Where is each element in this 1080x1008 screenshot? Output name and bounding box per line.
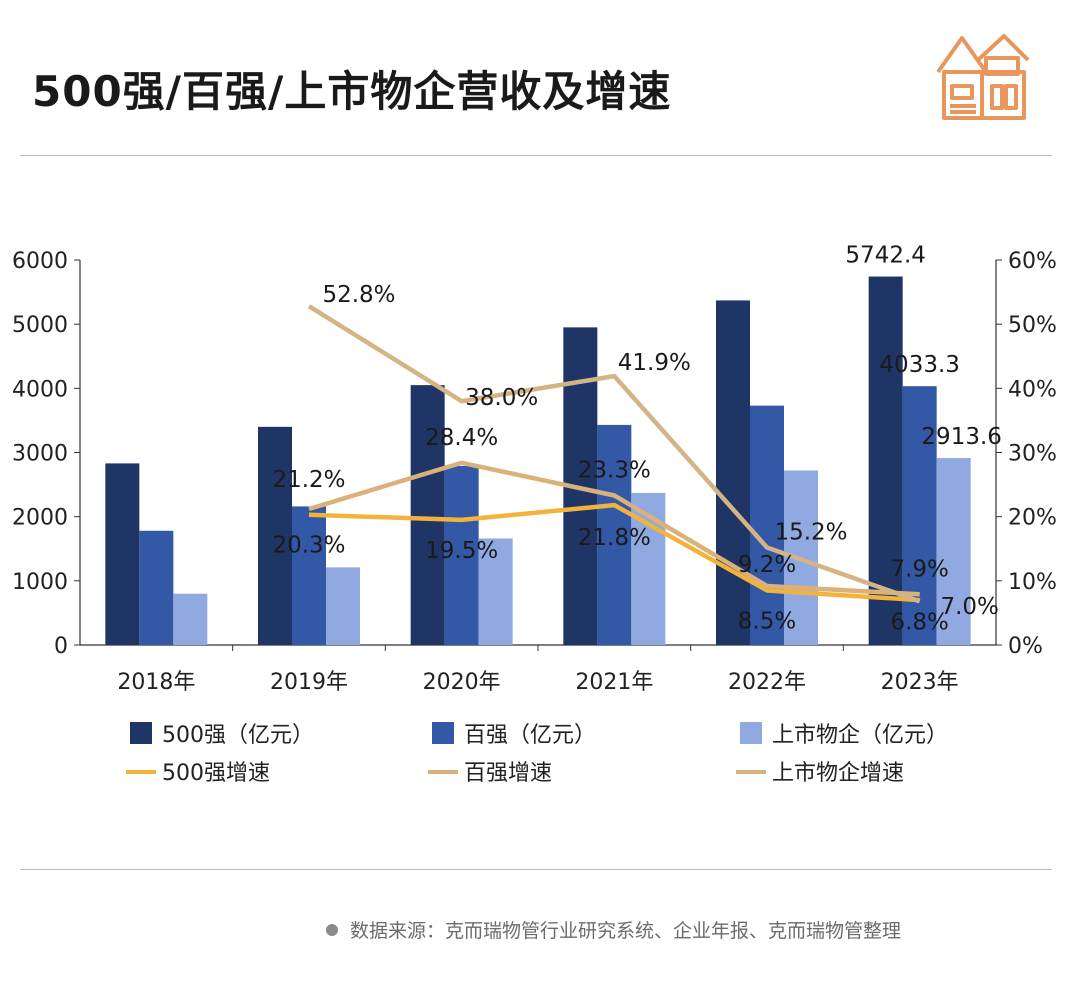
- line-value-label: 8.5%: [738, 608, 796, 634]
- y-tick-label: 3000: [12, 442, 68, 467]
- bar: [936, 458, 971, 645]
- bar: [750, 405, 784, 645]
- bar: [258, 426, 292, 645]
- bar-value-label: 4033.3: [879, 352, 959, 378]
- line-value-label: 6.8%: [890, 609, 948, 635]
- y-tick-label: 0: [54, 634, 68, 659]
- y2-tick-label: 60%: [1008, 249, 1057, 274]
- x-tick-label: 2020年: [423, 670, 501, 695]
- bottom-divider: [20, 869, 1052, 870]
- bar: [478, 538, 513, 645]
- bar: [410, 385, 445, 645]
- y2-tick-label: 50%: [1008, 313, 1057, 338]
- legend-label: 上市物企增速: [772, 761, 904, 786]
- top-divider: [20, 155, 1052, 156]
- y2-tick-label: 40%: [1008, 377, 1057, 402]
- x-tick-label: 2021年: [575, 670, 653, 695]
- y-tick-label: 1000: [12, 570, 68, 595]
- legend-label: 上市物企（亿元）: [772, 723, 948, 748]
- chart-area: 0 1000 2000 3000 4000 5000 6000 0% 10% 20% 30% 40% 5…: [12, 243, 1057, 786]
- page-title: 500强/百强/上市物企营收及增速: [32, 67, 672, 116]
- house-logo-icon: [936, 34, 1030, 120]
- bar: [902, 386, 937, 645]
- line-value-label: 21.2%: [272, 467, 345, 493]
- series-line: [308, 460, 920, 597]
- legend-swatch: [130, 722, 152, 744]
- y2-tick-label: 10%: [1008, 570, 1057, 595]
- line-value-label: 21.8%: [578, 525, 651, 551]
- bar: [597, 424, 632, 645]
- line-value-label: 28.4%: [425, 425, 498, 451]
- y-tick-label: 5000: [12, 313, 68, 338]
- bar: [173, 593, 208, 645]
- bar: [139, 530, 174, 645]
- line-value-label: 19.5%: [425, 538, 498, 564]
- bar: [292, 506, 326, 645]
- line-value-label: 9.2%: [738, 552, 796, 578]
- x-tick-label: 2019年: [270, 670, 348, 695]
- y-tick-label: 2000: [12, 506, 68, 531]
- y-tick-label: 4000: [12, 377, 68, 402]
- y2-tick-label: 20%: [1008, 506, 1057, 531]
- bar: [716, 300, 750, 645]
- line-value-label: 41.9%: [618, 350, 691, 376]
- series-line: [307, 304, 921, 604]
- bar-value-label: 2913.6: [921, 424, 1001, 450]
- y-tick-label: 6000: [12, 249, 68, 274]
- line-value-label: 52.8%: [322, 282, 395, 308]
- legend-label: 500强（亿元）: [162, 723, 314, 748]
- y2-tick-label: 30%: [1008, 442, 1057, 467]
- line-value-label: 20.3%: [272, 533, 345, 559]
- x-tick-label: 2018年: [117, 670, 195, 695]
- x-tick-label: 2022年: [728, 670, 806, 695]
- legend-label: 百强（亿元）: [464, 723, 596, 748]
- source-note: 数据来源：克而瑞物管行业研究系统、企业年报、克而瑞物管整理: [326, 916, 901, 943]
- line-value-label: 38.0%: [465, 385, 538, 411]
- bar: [444, 465, 479, 645]
- line-value-label: 15.2%: [774, 519, 847, 545]
- bar-value-label: 5742.4: [845, 243, 925, 269]
- bullet-dot: [326, 923, 338, 936]
- line-value-label: 23.3%: [578, 457, 651, 483]
- bar: [105, 463, 140, 645]
- legend-swatch: [432, 722, 454, 744]
- bar: [326, 567, 360, 645]
- y2-tick-label: 0%: [1008, 634, 1043, 659]
- source-text: 数据来源：克而瑞物管行业研究系统、企业年报、克而瑞物管整理: [350, 920, 902, 942]
- x-tick-label: 2023年: [881, 670, 959, 695]
- legend-label: 500强增速: [162, 761, 270, 786]
- legend-swatch: [740, 722, 762, 744]
- line-value-label: 7.9%: [890, 556, 948, 582]
- legend-label: 百强增速: [464, 761, 552, 786]
- series-line: [308, 502, 920, 603]
- line-value-label: 7.0%: [940, 594, 998, 620]
